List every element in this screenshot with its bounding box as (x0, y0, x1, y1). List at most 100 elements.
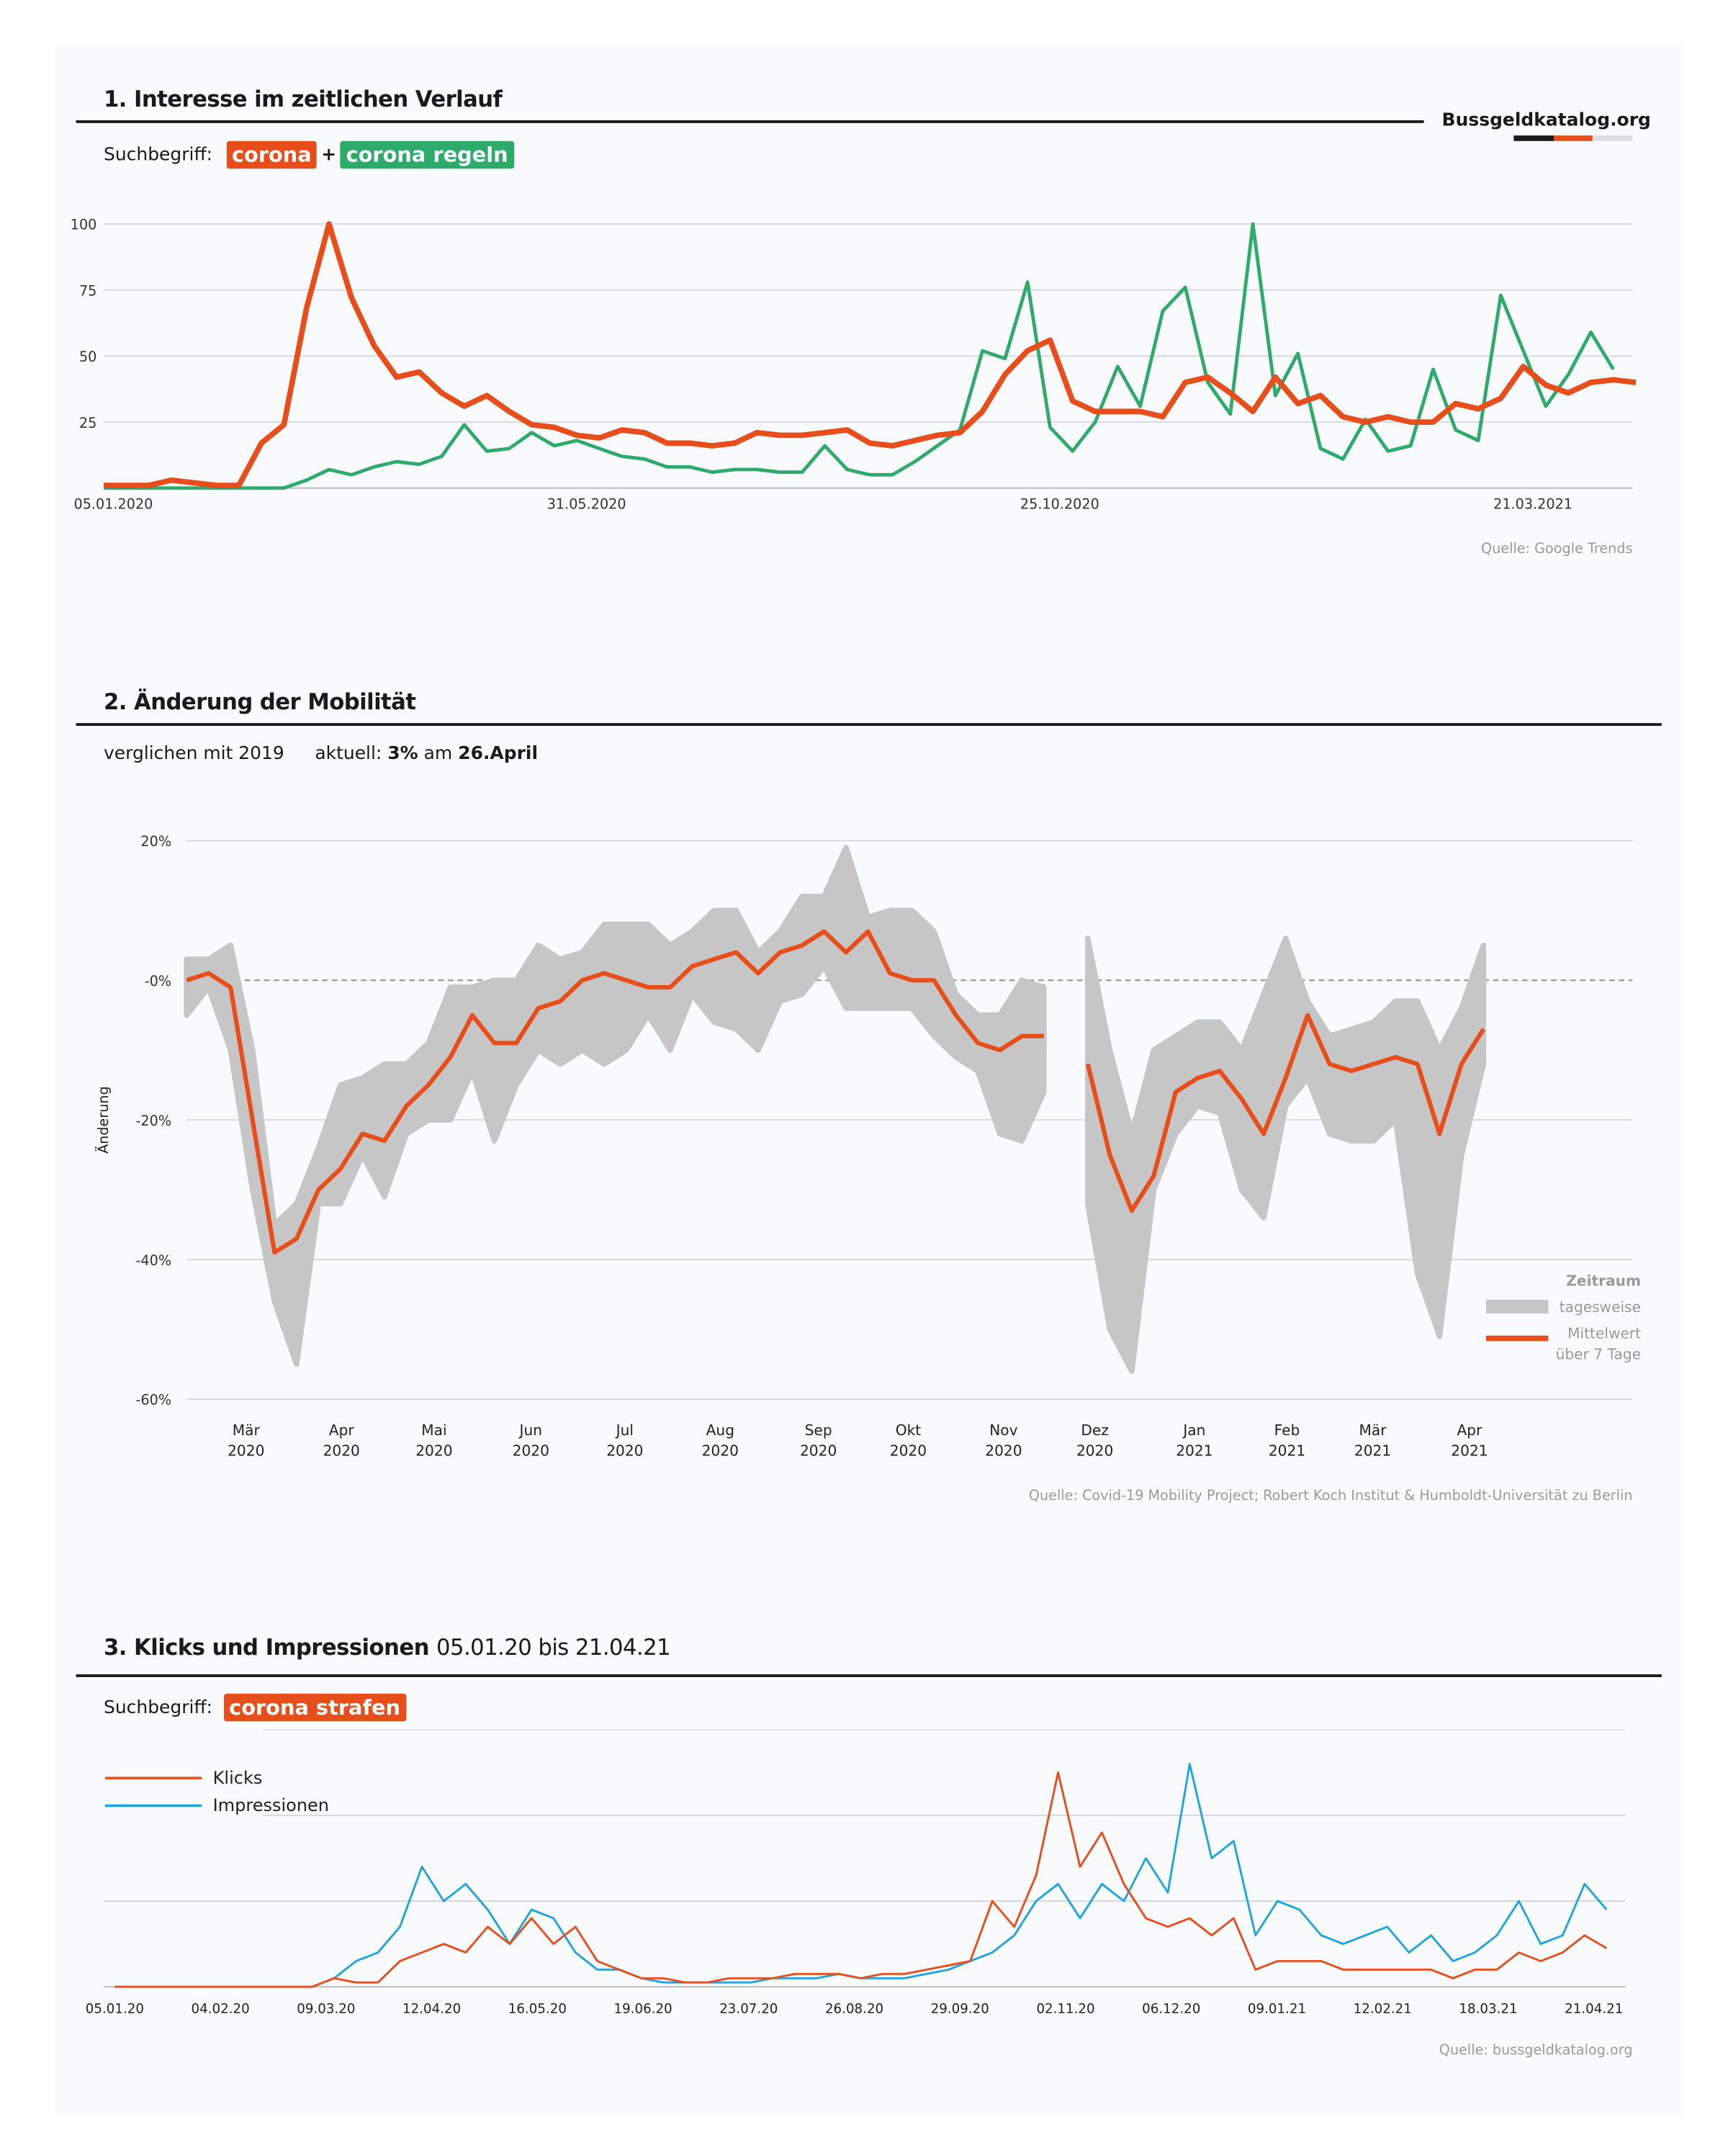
section3-search-terms: Suchbegriff: corona strafen (104, 1694, 406, 1722)
x-tick-month: Aug (706, 1421, 734, 1439)
x-tick-year: 2021 (1354, 1442, 1391, 1460)
x-tick-label: 21.03.2021 (1493, 496, 1572, 513)
current-date: 26.April (458, 743, 539, 765)
x-tick-year: 2020 (513, 1442, 549, 1460)
x-tick-month: Nov (989, 1421, 1017, 1439)
x-tick-label: 12.04.20 (402, 2002, 461, 2017)
section1-rule (76, 120, 1424, 123)
section2-title: 2. Änderung der Mobilität (104, 688, 416, 715)
clicks-impressions-chart: 05.01.20 04.02.20 09.03.20 12.04.20 16.05.20… (86, 1728, 1626, 2017)
current-value: 3% (387, 743, 418, 765)
section3-date-range: 05.01.20 bis 21.04.21 (436, 1634, 671, 1661)
legend-label-impressionen: Impressionen (213, 1795, 329, 1815)
x-tick-label: 29.09.20 (931, 2002, 989, 2017)
x-tick-label: 19.06.20 (613, 2002, 672, 2017)
x-tick-label: 05.01.20 (86, 2002, 144, 2017)
search-label: Suchbegriff: (104, 1697, 213, 1718)
x-tick-month: Apr (329, 1421, 355, 1439)
search-label: Suchbegriff: (104, 144, 213, 166)
x-tick-label: 05.01.2020 (74, 496, 153, 513)
section3-title-text: 3. Klicks und Impressionen (104, 1634, 429, 1661)
compare-text: verglichen mit 2019 (104, 743, 284, 765)
daily-band (1085, 935, 1487, 1375)
x-tick-year: 2020 (323, 1442, 360, 1460)
x-tick-label: 02.11.20 (1036, 2002, 1094, 2017)
x-tick-label: 31.05.2020 (547, 496, 626, 513)
y-tick-label: 20% (140, 833, 171, 850)
x-tick-label: 09.01.21 (1248, 2002, 1306, 2017)
y-tick-label: 50 (79, 349, 96, 365)
section2-subtitle: verglichen mit 2019 aktuell: 3% am 26.Ap… (104, 744, 538, 765)
y-tick-label: -0% (145, 973, 171, 989)
x-tick-year: 2020 (606, 1442, 643, 1460)
daily-band (184, 845, 1047, 1367)
x-tick-label: 06.12.20 (1142, 2002, 1200, 2017)
y-axis-label: Änderung (95, 1086, 112, 1154)
section3-rule (76, 1674, 1662, 1677)
series-line-corona-regeln (103, 222, 1615, 490)
series-line-klicks (114, 1771, 1608, 1988)
x-tick-label: 04.02.20 (192, 2002, 250, 2017)
x-tick-year: 2020 (228, 1442, 264, 1460)
y-tick-label: 100 (71, 217, 97, 233)
y-tick-label: -60% (136, 1392, 172, 1409)
legend-title: Zeitraum (1566, 1272, 1641, 1290)
legend-label-mean: Mittelwert (1567, 1325, 1641, 1342)
x-tick-label: 18.03.21 (1459, 2002, 1517, 2017)
x-tick-month: Mär (1359, 1421, 1387, 1439)
x-tick-year: 2020 (1076, 1442, 1113, 1460)
current-prefix: aktuell: (315, 743, 382, 765)
interest-chart: 25 50 75 100 05.01.2020 31.05.2020 25.10.2020 2… (71, 217, 1637, 513)
term-badge-corona-regeln: corona regeln (340, 140, 514, 169)
x-tick-month: Jul (615, 1421, 634, 1439)
section3-source: Quelle: bussgeldkatalog.org (1439, 2043, 1633, 2059)
x-tick-month: Mai (421, 1421, 446, 1439)
section1-source: Quelle: Google Trends (1481, 542, 1633, 557)
x-tick-label: 16.05.20 (508, 2002, 567, 2017)
x-tick-year: 2020 (890, 1442, 927, 1460)
x-tick-month: Mär (233, 1421, 261, 1439)
brand-logo: Bussgeldkatalog.org (1441, 110, 1651, 132)
x-tick-year: 2020 (985, 1442, 1022, 1460)
x-tick-label: 21.04.21 (1565, 2002, 1623, 2017)
x-tick-month: Sep (805, 1421, 832, 1439)
section3-title: 3. Klicks und Impressionen 05.01.20 bis … (104, 1634, 671, 1661)
section2-source: Quelle: Covid-19 Mobility Project; Rober… (1028, 1488, 1633, 1504)
y-tick-label: -20% (136, 1113, 172, 1129)
x-tick-label: 09.03.20 (297, 2002, 355, 2017)
legend-swatch-mean (1486, 1335, 1549, 1342)
x-tick-year: 2020 (702, 1442, 739, 1460)
x-tick-year: 2021 (1451, 1442, 1488, 1460)
legend-label-daily: tagesweise (1560, 1298, 1641, 1316)
plus-sign: + (321, 144, 337, 166)
section2-rule (76, 723, 1662, 726)
y-tick-label: 75 (79, 282, 96, 299)
legend-label-klicks: Klicks (213, 1768, 263, 1788)
x-tick-label: 12.02.21 (1354, 2002, 1412, 2017)
x-tick-year: 2021 (1176, 1442, 1212, 1460)
x-tick-year: 2021 (1269, 1442, 1305, 1460)
section1-title: 1. Interesse im zeitlichen Verlauf (104, 86, 503, 112)
y-tick-label: 25 (79, 415, 96, 431)
mean-7day-line (186, 929, 1485, 1255)
x-tick-year: 2020 (415, 1442, 452, 1460)
x-tick-label: 23.07.20 (719, 2002, 778, 2017)
term-badge-corona-strafen: corona strafen (223, 1694, 406, 1722)
x-tick-month: Jan (1182, 1421, 1205, 1439)
section1-search-terms: Suchbegriff: corona + corona regeln (104, 140, 514, 169)
legend-swatch-daily (1486, 1299, 1549, 1313)
current-mid: am (423, 743, 453, 765)
x-tick-label: 26.08.20 (825, 2002, 883, 2017)
x-tick-month: Okt (896, 1421, 922, 1439)
mobility-chart: 20% -0% -20% -40% -60% Änderung Mär 2020 Apr 2020… (95, 833, 1641, 1460)
term-badge-corona: corona (226, 140, 318, 169)
brand-color-bar (1513, 135, 1633, 141)
x-tick-month: Apr (1457, 1421, 1483, 1439)
y-tick-label: -40% (136, 1252, 172, 1269)
x-tick-month: Feb (1274, 1421, 1300, 1439)
x-tick-label: 25.10.2020 (1020, 496, 1099, 513)
series-line-impressionen (114, 1763, 1608, 1988)
x-tick-month: Jun (518, 1421, 542, 1439)
x-tick-month: Dez (1081, 1421, 1109, 1439)
x-tick-year: 2020 (800, 1442, 837, 1460)
